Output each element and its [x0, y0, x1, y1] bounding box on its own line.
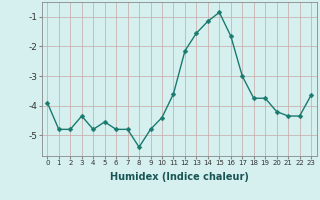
X-axis label: Humidex (Indice chaleur): Humidex (Indice chaleur) — [110, 172, 249, 182]
